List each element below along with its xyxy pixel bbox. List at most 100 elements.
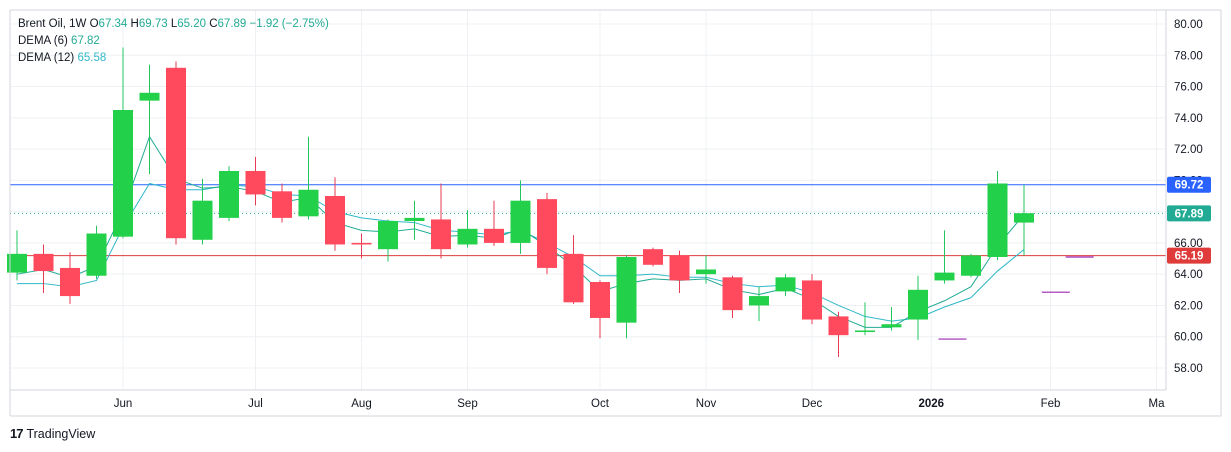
- candle-up[interactable]: [378, 219, 398, 262]
- candle-up[interactable]: [510, 180, 531, 254]
- candle-up[interactable]: [749, 286, 769, 322]
- candle-body: [987, 183, 1008, 257]
- y-tick-label: 60.00: [1174, 332, 1203, 344]
- candle-up[interactable]: [86, 225, 107, 279]
- tradingview-mark-icon: 17: [10, 426, 24, 441]
- candle-body: [775, 277, 796, 292]
- candle-up[interactable]: [855, 302, 875, 336]
- candle-body: [378, 221, 398, 250]
- candle-down[interactable]: [351, 233, 372, 259]
- candle-up[interactable]: [219, 166, 239, 222]
- candle-up[interactable]: [139, 64, 160, 175]
- candle-up[interactable]: [881, 307, 902, 331]
- candle-body: [192, 200, 213, 240]
- candle-body: [33, 253, 54, 272]
- candle-up[interactable]: [7, 230, 27, 281]
- candle-body: [351, 242, 372, 245]
- candle-down[interactable]: [590, 280, 610, 339]
- low-value: 65.20: [177, 18, 207, 30]
- candle-down[interactable]: [828, 311, 849, 358]
- dema12-label: DEMA (12): [18, 52, 75, 64]
- candle-down[interactable]: [484, 200, 504, 247]
- high-label: H: [130, 18, 139, 30]
- dema6-label: DEMA (6): [18, 35, 68, 47]
- candle-down[interactable]: [643, 247, 663, 267]
- candle-body: [590, 282, 610, 318]
- last-price-badge-bg: [1167, 205, 1211, 222]
- candle-down[interactable]: [33, 244, 54, 293]
- candle-down[interactable]: [669, 250, 690, 293]
- dema12-row[interactable]: DEMA (12) 65.58: [18, 50, 329, 67]
- candle-down[interactable]: [722, 275, 743, 318]
- candle-body: [113, 110, 133, 237]
- price-badge-bottom-bg: [1167, 247, 1211, 264]
- x-tick-label: Feb: [1041, 398, 1061, 410]
- candle-up[interactable]: [113, 47, 133, 239]
- candle-body: [961, 255, 981, 276]
- chart-legend: Brent Oil, 1W O67.34 H69.73 L65.20 C67.8…: [18, 16, 329, 67]
- dema6-row[interactable]: DEMA (6) 67.82: [18, 33, 329, 50]
- candle-body: [881, 324, 902, 328]
- x-tick-label: Aug: [351, 398, 371, 410]
- candle-body: [563, 253, 584, 303]
- y-tick-label: 78.00: [1174, 50, 1203, 62]
- price-badge-bottom: 65.19: [1167, 247, 1211, 264]
- candle-down[interactable]: [431, 183, 451, 259]
- x-tick-label: 2026: [918, 398, 944, 410]
- candle-body: [7, 253, 27, 273]
- candle-down[interactable]: [245, 156, 266, 206]
- candle-body: [828, 316, 849, 336]
- candle-up[interactable]: [934, 230, 955, 284]
- low-label: L: [170, 18, 178, 30]
- candle-down[interactable]: [272, 183, 292, 223]
- symbol-name[interactable]: Brent Oil: [18, 18, 63, 30]
- candle-down[interactable]: [802, 274, 822, 325]
- candle-down[interactable]: [60, 252, 80, 304]
- candle-up[interactable]: [404, 200, 425, 240]
- candle-body: [855, 330, 875, 333]
- candle-down[interactable]: [537, 192, 557, 275]
- interval[interactable]: 1W: [69, 18, 87, 30]
- candle-body: [60, 267, 80, 297]
- last-price-badge: 67.89: [1167, 205, 1211, 222]
- y-tick-label: 74.00: [1174, 113, 1203, 125]
- tradingview-logo[interactable]: 17 TradingView: [10, 426, 95, 441]
- candle-down[interactable]: [563, 235, 584, 304]
- candle-body: [643, 249, 663, 265]
- candle-body: [457, 228, 478, 245]
- x-tick-label: Dec: [802, 398, 823, 410]
- candlesticks[interactable]: [7, 47, 1034, 358]
- candle-body: [749, 296, 769, 306]
- candle-up[interactable]: [775, 274, 796, 297]
- dema6-value: 67.82: [71, 35, 100, 47]
- price-badge-top-text: 69.72: [1175, 180, 1204, 192]
- candle-up[interactable]: [457, 210, 478, 248]
- candle-up[interactable]: [616, 255, 637, 339]
- candle-body: [934, 272, 955, 281]
- candle-body: [272, 191, 292, 218]
- ohlc-row: Brent Oil, 1W O67.34 H69.73 L65.20 C67.8…: [18, 18, 329, 30]
- price-axis[interactable]: 58.0060.0062.0064.0066.0068.0070.0072.00…: [1174, 19, 1203, 375]
- candle-up[interactable]: [1014, 185, 1034, 256]
- x-tick-label: Oct: [591, 398, 610, 410]
- candle-body: [86, 233, 107, 276]
- time-axis[interactable]: Jun Jul Aug Sep Oct Nov Dec 2026 Feb Ma: [114, 398, 1165, 410]
- candle-down[interactable]: [325, 177, 345, 251]
- candle-body: [616, 256, 637, 323]
- candle-body: [325, 196, 345, 245]
- candle-up[interactable]: [961, 253, 981, 278]
- close-label: C: [209, 18, 218, 30]
- high-value: 69.73: [138, 18, 168, 30]
- candle-body: [431, 219, 451, 250]
- x-tick-label: Jun: [114, 398, 133, 410]
- candle-down[interactable]: [166, 61, 186, 245]
- candle-up[interactable]: [298, 136, 319, 220]
- candle-up[interactable]: [696, 255, 716, 284]
- candle-body: [245, 170, 266, 195]
- price-badge-bottom-text: 65.19: [1175, 251, 1204, 263]
- candle-up[interactable]: [908, 275, 928, 340]
- candle-up[interactable]: [987, 170, 1008, 261]
- candle-up[interactable]: [192, 178, 213, 245]
